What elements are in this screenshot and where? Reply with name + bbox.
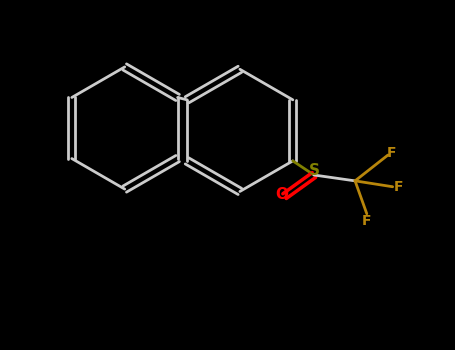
Text: S: S xyxy=(308,163,319,178)
Text: O: O xyxy=(276,188,289,202)
Text: F: F xyxy=(362,214,372,228)
Text: F: F xyxy=(394,180,403,194)
Text: F: F xyxy=(387,146,396,160)
